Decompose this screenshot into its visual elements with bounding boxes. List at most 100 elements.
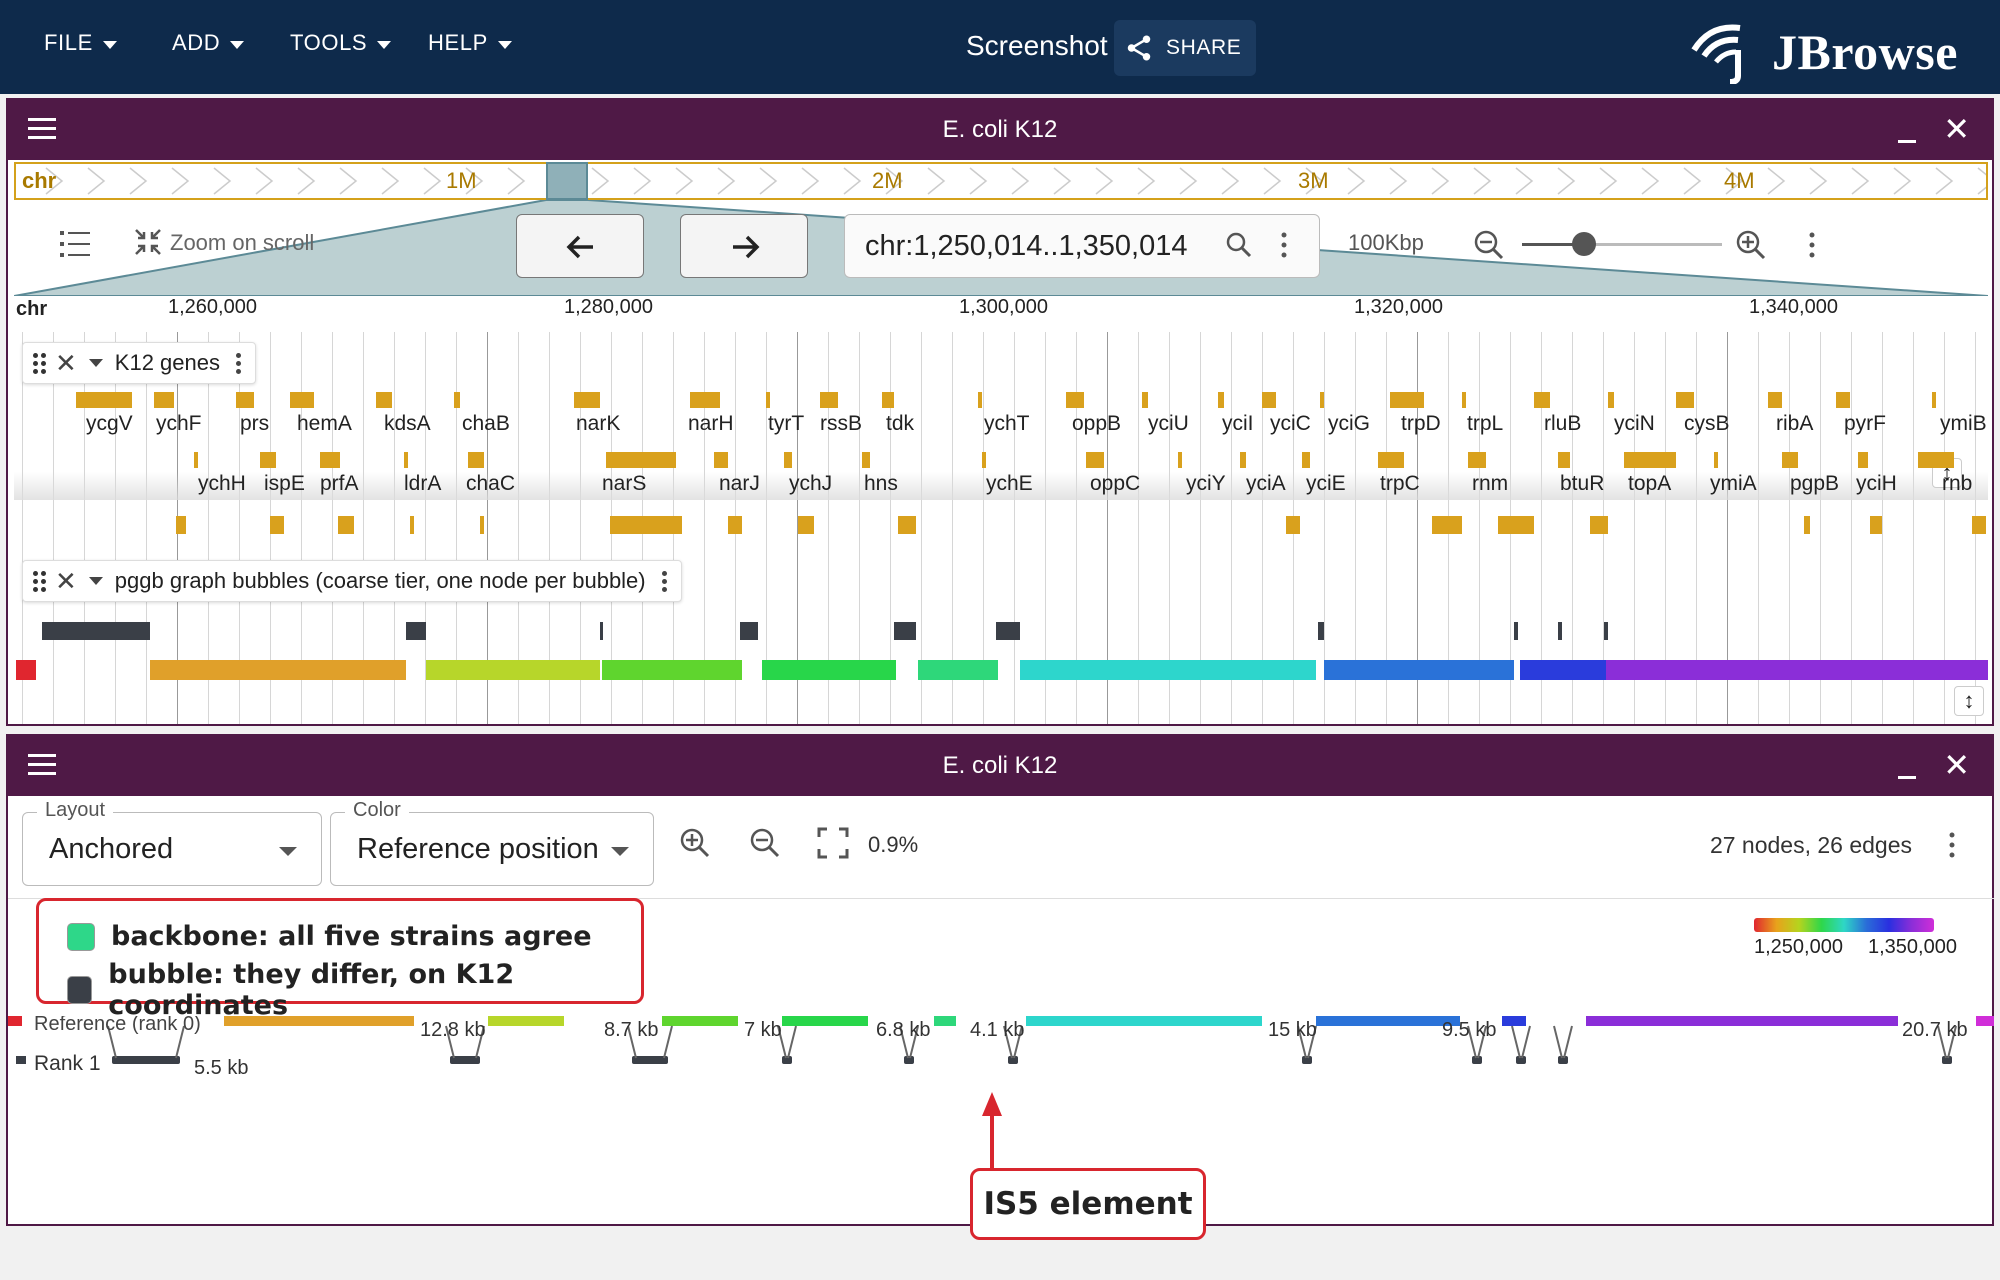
gene-feature[interactable] <box>862 452 870 468</box>
graph-node[interactable] <box>1516 1056 1526 1064</box>
track-menu-icon[interactable] <box>236 350 241 377</box>
gene-feature[interactable] <box>574 392 600 408</box>
graph-node[interactable] <box>1586 1016 1898 1026</box>
gene-feature[interactable] <box>1714 452 1718 468</box>
gene-feature[interactable] <box>1086 452 1104 468</box>
gene-feature[interactable] <box>320 452 340 468</box>
graph-node[interactable] <box>1942 1056 1952 1064</box>
backbone-segment[interactable] <box>762 660 896 680</box>
fit-to-view-icon[interactable] <box>816 826 850 860</box>
gene-feature[interactable] <box>1218 392 1224 408</box>
gene-feature[interactable] <box>1498 516 1534 534</box>
track-selector-icon[interactable] <box>58 228 94 260</box>
graph-node[interactable] <box>1502 1016 1526 1026</box>
backbone-segment[interactable] <box>150 660 406 680</box>
zoom-in-icon[interactable] <box>678 826 712 860</box>
graph-node[interactable] <box>8 1016 22 1026</box>
overview-selection[interactable] <box>546 162 588 200</box>
gene-feature[interactable] <box>290 392 314 408</box>
minimize-icon[interactable] <box>1898 140 1916 143</box>
bubble-node[interactable] <box>894 622 916 640</box>
overview-scalebar[interactable]: chr 1M 2M 3M 4M <box>14 162 1988 200</box>
view-menu-icon[interactable] <box>28 118 56 145</box>
gene-feature[interactable] <box>1782 452 1798 468</box>
graph-options-icon[interactable] <box>1948 830 1956 860</box>
gene-feature[interactable] <box>1858 452 1868 468</box>
gene-feature[interactable] <box>728 516 742 534</box>
graph-node[interactable] <box>1472 1056 1482 1064</box>
location-search-input[interactable]: chr:1,250,014..1,350,014 <box>844 214 1320 278</box>
gene-feature[interactable] <box>1590 516 1608 534</box>
location-menu-icon[interactable] <box>1280 230 1288 260</box>
gene-feature[interactable] <box>982 452 986 468</box>
gene-feature[interactable] <box>270 516 284 534</box>
backbone-segment[interactable] <box>1020 660 1316 680</box>
close-view-icon[interactable]: ✕ <box>1943 111 1970 147</box>
gene-feature[interactable] <box>1462 392 1466 408</box>
pan-left-button[interactable] <box>516 214 644 278</box>
gene-feature[interactable] <box>1302 452 1310 468</box>
gene-feature[interactable] <box>1390 392 1424 408</box>
gene-feature[interactable] <box>690 392 720 408</box>
gene-feature[interactable] <box>1972 516 1986 534</box>
gene-feature[interactable] <box>1262 392 1276 408</box>
bubble-node[interactable] <box>406 622 426 640</box>
gene-feature[interactable] <box>76 392 132 408</box>
gene-feature[interactable] <box>1142 392 1148 408</box>
gene-feature[interactable] <box>1534 392 1550 408</box>
menu-tools[interactable]: TOOLS <box>290 30 392 56</box>
gene-feature[interactable] <box>1624 452 1676 468</box>
gene-feature[interactable] <box>1378 452 1404 468</box>
menu-help[interactable]: HELP <box>428 30 512 56</box>
zoom-on-scroll-label[interactable]: Zoom on scroll <box>170 230 315 255</box>
graph-node[interactable] <box>450 1056 480 1064</box>
pan-right-button[interactable] <box>680 214 808 278</box>
gene-feature[interactable] <box>1918 452 1954 468</box>
graph-node[interactable] <box>782 1016 868 1026</box>
gene-feature[interactable] <box>610 516 682 534</box>
graph-node[interactable] <box>488 1016 564 1026</box>
gene-feature[interactable] <box>410 516 414 534</box>
gene-feature[interactable] <box>882 392 894 408</box>
bubble-node[interactable] <box>600 622 603 640</box>
gene-feature[interactable] <box>236 392 254 408</box>
graph-node[interactable] <box>934 1016 956 1026</box>
search-icon[interactable] <box>1224 230 1254 260</box>
gene-feature[interactable] <box>1178 452 1182 468</box>
gene-feature[interactable] <box>1932 392 1936 408</box>
gene-feature[interactable] <box>176 516 186 534</box>
caret-down-icon[interactable] <box>88 359 103 367</box>
view-menu-icon[interactable] <box>28 754 56 781</box>
gene-feature[interactable] <box>978 392 982 408</box>
drag-handle-icon[interactable] <box>33 570 46 592</box>
graph-node[interactable] <box>632 1056 668 1064</box>
gene-feature[interactable] <box>1286 516 1300 534</box>
gene-feature[interactable] <box>404 452 408 468</box>
gene-feature[interactable] <box>454 392 460 408</box>
gene-feature[interactable] <box>714 452 728 468</box>
graph-node[interactable] <box>1302 1056 1312 1064</box>
track-menu-icon[interactable] <box>661 568 667 595</box>
backbone-segment[interactable] <box>1606 660 1988 680</box>
gene-feature[interactable] <box>1468 452 1486 468</box>
gene-feature[interactable] <box>1066 392 1084 408</box>
zoom-in-icon[interactable] <box>1734 228 1768 262</box>
gene-feature[interactable] <box>1836 392 1850 408</box>
backbone-segment[interactable] <box>1520 660 1606 680</box>
gene-feature[interactable] <box>1608 392 1614 408</box>
zoom-slider-thumb[interactable] <box>1572 232 1596 256</box>
graph-node[interactable] <box>1316 1016 1460 1026</box>
minimize-icon[interactable] <box>1898 776 1916 779</box>
gene-feature[interactable] <box>1558 452 1570 468</box>
track-label-genes[interactable]: ✕ K12 genes <box>22 342 256 384</box>
graph-node[interactable] <box>112 1056 180 1064</box>
gene-feature[interactable] <box>1240 452 1246 468</box>
graph-node[interactable] <box>662 1016 738 1026</box>
track-label-bubbles[interactable]: ✕ pggb graph bubbles (coarse tier, one n… <box>22 560 682 602</box>
gene-feature[interactable] <box>480 516 484 534</box>
menu-file[interactable]: FILE <box>44 30 117 56</box>
share-button[interactable]: SHARE <box>1114 20 1256 76</box>
view-options-icon[interactable] <box>1808 230 1816 260</box>
close-track-icon[interactable]: ✕ <box>55 347 77 378</box>
gene-feature[interactable] <box>820 392 838 408</box>
